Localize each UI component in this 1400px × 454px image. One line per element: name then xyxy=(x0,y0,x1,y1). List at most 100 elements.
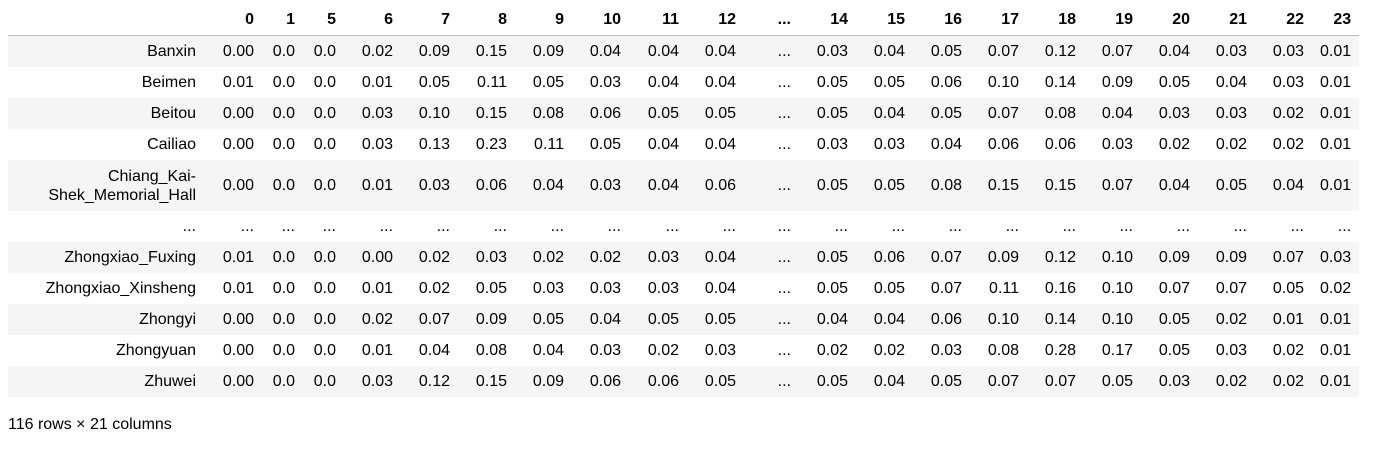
table-cell: 0.05 xyxy=(816,73,848,91)
table-cell: 0.05 xyxy=(873,73,905,91)
table-cell: 0.03 xyxy=(475,248,507,266)
table-cell: 0.01 xyxy=(222,279,254,297)
table-body: Banxin 0.00 0.0 0.0 0.02 0.09 0.15 0.09 0.04 0.04… xyxy=(8,35,1360,397)
table-cell: 0.00 xyxy=(361,248,393,266)
table-cell: 0.0 xyxy=(313,372,336,390)
table-cell: 0.03 xyxy=(361,104,393,122)
table-cell: 0.04 xyxy=(532,341,564,359)
table-cell: 0.08 xyxy=(930,176,962,194)
table-cell: 0.02 xyxy=(1272,104,1304,122)
table-cell: 0.03 xyxy=(647,248,679,266)
table-cell: 0.10 xyxy=(1101,310,1133,328)
table-cell: 0.04 xyxy=(532,176,564,194)
column-header: 15 xyxy=(856,5,913,36)
table-cell: 0.14 xyxy=(1044,310,1076,328)
table-cell: 0.02 xyxy=(361,310,393,328)
table-cell: ... xyxy=(777,176,791,194)
table-row: Zhongyuan 0.00 0.0 0.0 0.01 0.04 0.08 0.04 0.03 0… xyxy=(8,335,1360,366)
table-cell: 0.0 xyxy=(313,42,336,60)
table-cell: 0.02 xyxy=(589,248,621,266)
table-cell: 0.08 xyxy=(532,104,564,122)
table-cell: 0.05 xyxy=(816,104,848,122)
table-row: Beimen 0.01 0.0 0.0 0.01 0.05 0.11 0.05 0.03 0.04… xyxy=(8,67,1360,98)
table-cell: 0.04 xyxy=(873,310,905,328)
table-cell: 0.12 xyxy=(1044,42,1076,60)
table-cell: 0.01 xyxy=(1320,372,1352,390)
table-cell: ... xyxy=(777,372,791,390)
table-cell: 0.06 xyxy=(930,73,962,91)
table-cell: 0.03 xyxy=(589,341,621,359)
row-index-label-line: Chiang_Kai- xyxy=(107,167,196,185)
table-cell: 0.0 xyxy=(313,104,336,122)
table-cell: 0.05 xyxy=(1158,310,1190,328)
table-cell: ... xyxy=(777,135,791,153)
table-cell: 0.06 xyxy=(647,372,679,390)
table-cell: 0.02 xyxy=(1215,372,1247,390)
table-cell: 0.08 xyxy=(1044,104,1076,122)
table-cell: 0.0 xyxy=(313,135,336,153)
table-cell: 0.03 xyxy=(418,176,450,194)
table-cell: 0.03 xyxy=(361,372,393,390)
table-cell: 0.03 xyxy=(873,135,905,153)
table-cell: 0.12 xyxy=(1044,248,1076,266)
table-cell: 0.02 xyxy=(1272,341,1304,359)
table-cell: 0.05 xyxy=(532,73,564,91)
table-row: Zhuwei 0.00 0.0 0.0 0.03 0.12 0.15 0.09 0.06 0.06… xyxy=(8,366,1360,397)
table-cell: ... xyxy=(777,104,791,122)
table-cell: 0.01 xyxy=(1320,104,1352,122)
table-cell: 0.01 xyxy=(1320,42,1352,60)
table-cell: ... xyxy=(240,217,254,235)
table-cell: 0.04 xyxy=(647,176,679,194)
table-cell: 0.0 xyxy=(313,248,336,266)
table-cell: 0.02 xyxy=(532,248,564,266)
column-header: 16 xyxy=(913,5,970,36)
table-cell: 0.0 xyxy=(313,341,336,359)
table-cell: 0.01 xyxy=(361,341,393,359)
table-cell: 0.04 xyxy=(647,73,679,91)
table-cell: ... xyxy=(1290,217,1304,235)
table-cell: 0.02 xyxy=(1272,135,1304,153)
table-cell: 0.03 xyxy=(1158,104,1190,122)
table-cell: 0.10 xyxy=(987,310,1019,328)
table-cell: 0.17 xyxy=(1101,341,1133,359)
table-cell: 0.0 xyxy=(272,248,295,266)
table-cell: 0.02 xyxy=(873,341,905,359)
table-cell: 0.06 xyxy=(475,176,507,194)
column-header: 14 xyxy=(799,5,856,36)
table-cell: 0.0 xyxy=(313,73,336,91)
table-cell: 0.04 xyxy=(647,42,679,60)
table-cell: 0.05 xyxy=(704,372,736,390)
table-cell: 0.09 xyxy=(532,42,564,60)
table-cell: 0.04 xyxy=(1158,176,1190,194)
table-cell: ... xyxy=(948,217,962,235)
table-cell: 0.11 xyxy=(534,135,564,153)
table-cell: 0.14 xyxy=(1044,73,1076,91)
table-cell: 0.01 xyxy=(1320,310,1352,328)
table-cell: 0.04 xyxy=(873,42,905,60)
table-cell: ... xyxy=(1005,217,1019,235)
table-cell: 0.05 xyxy=(1158,341,1190,359)
table-cell: 0.06 xyxy=(589,372,621,390)
table-cell: 0.0 xyxy=(272,176,295,194)
header-row: 0 1 5 6 7 8 9 10 11 12... 14 15 16 17 18 19 20 21 22 23 xyxy=(8,5,1360,36)
table-cell: 0.10 xyxy=(987,73,1019,91)
row-index-label: Zhuwei xyxy=(144,373,196,390)
table-cell: 0.28 xyxy=(1044,341,1076,359)
column-header: 0 xyxy=(204,5,262,36)
table-cell: ... xyxy=(834,217,848,235)
table-cell: 0.00 xyxy=(222,176,254,194)
table-cell: 0.0 xyxy=(272,279,295,297)
table-cell: 0.05 xyxy=(873,176,905,194)
table-cell: 0.04 xyxy=(589,42,621,60)
table-cell: 0.00 xyxy=(222,372,254,390)
table-cell: ... xyxy=(1337,217,1352,235)
table-cell: 0.12 xyxy=(418,372,450,390)
table-cell: ... xyxy=(722,217,736,235)
table-cell: 0.08 xyxy=(987,341,1019,359)
table-cell: 0.0 xyxy=(272,135,295,153)
table-cell: 0.05 xyxy=(930,372,962,390)
table-cell: 0.05 xyxy=(816,279,848,297)
row-index-label: Beitou xyxy=(150,105,196,122)
table-cell: 0.05 xyxy=(816,248,848,266)
table-cell: 0.0 xyxy=(272,73,295,91)
